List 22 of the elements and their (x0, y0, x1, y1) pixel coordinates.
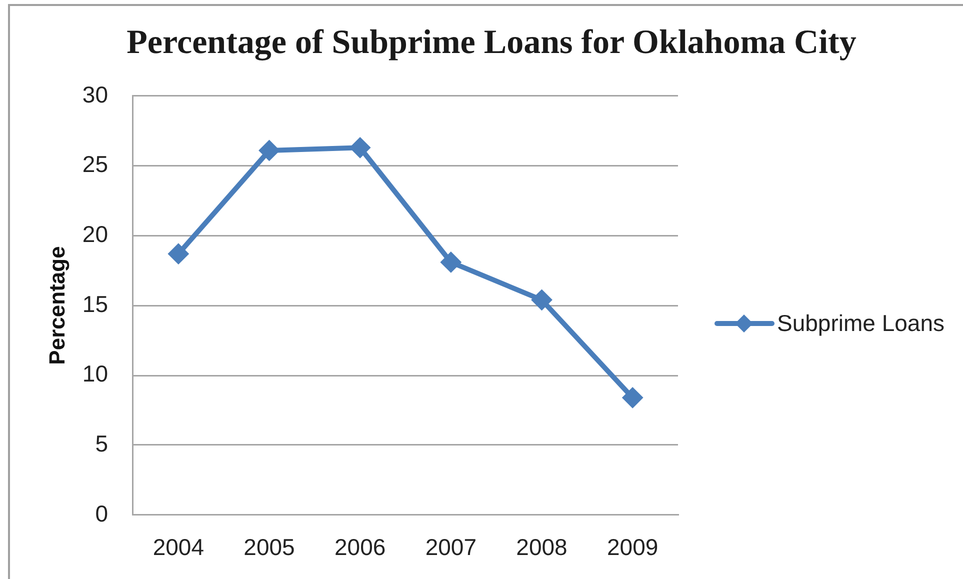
point (350, 137, 371, 158)
point (531, 289, 552, 310)
point (440, 252, 462, 273)
y-tick-label: 5 (95, 430, 108, 457)
point (168, 243, 189, 264)
legend-label: Subprime Loans (777, 310, 944, 336)
y-tick-label: 15 (82, 290, 108, 317)
point (622, 387, 644, 408)
y-axis-title: Percentage (44, 246, 70, 365)
y-tick-label: 10 (82, 360, 108, 387)
x-tick-label: 2006 (334, 534, 386, 560)
x-tick-label: 2004 (152, 534, 204, 560)
y-tick-label: 25 (82, 151, 108, 178)
y-tick-label: 0 (95, 500, 108, 526)
x-tick-label: 2005 (244, 534, 295, 560)
y-tick-label: 30 (82, 81, 108, 108)
x-tick-label: 2008 (516, 534, 568, 560)
point (258, 140, 280, 161)
chart-title: Percentage of Subprime Loans for Oklahoma City (126, 24, 856, 61)
y-tick-label: 20 (82, 221, 108, 248)
x-tick-label: 2007 (425, 534, 477, 560)
x-tick-label: 2009 (606, 534, 658, 560)
